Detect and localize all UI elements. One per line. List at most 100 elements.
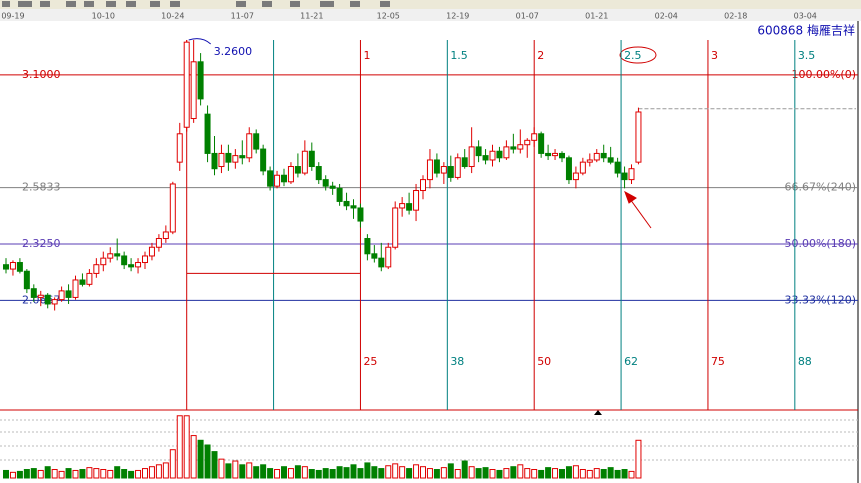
volume-bar xyxy=(232,460,239,479)
candle-body xyxy=(329,185,336,189)
tool-icon[interactable] xyxy=(126,1,136,7)
candle-body xyxy=(572,172,579,181)
volume-bar xyxy=(58,470,65,479)
candle-body xyxy=(197,61,204,100)
candle-body xyxy=(357,207,364,222)
volume-bar xyxy=(607,467,614,479)
candle-body xyxy=(3,264,9,270)
volume-bar xyxy=(343,467,350,479)
candle-body xyxy=(308,150,315,168)
volume-bar xyxy=(176,415,183,479)
volume-bar xyxy=(364,462,371,479)
candle-body xyxy=(399,203,406,209)
tool-icon[interactable] xyxy=(40,1,50,7)
tool-icon[interactable] xyxy=(150,1,160,7)
candle-body xyxy=(628,168,635,181)
volume-bar xyxy=(267,468,274,479)
candle-body xyxy=(559,152,565,159)
candle-body xyxy=(600,152,607,159)
tool-icon[interactable] xyxy=(2,1,10,7)
volume-bar xyxy=(621,469,628,479)
volume-bar xyxy=(399,466,406,479)
volume-bar xyxy=(142,468,148,479)
volume-bar xyxy=(79,469,86,479)
volume-bar xyxy=(16,470,23,479)
candle-body xyxy=(371,253,378,259)
volume-bar xyxy=(246,462,253,479)
volume-bar xyxy=(51,469,58,479)
candle-body xyxy=(128,264,135,268)
candle-body xyxy=(524,139,531,146)
tool-icon[interactable] xyxy=(170,1,180,7)
volume-bar xyxy=(294,465,301,479)
volume-bar xyxy=(440,467,447,479)
x-tick-label: 02-18 xyxy=(724,12,747,21)
volume-bar xyxy=(274,469,281,479)
candle-body xyxy=(517,144,524,150)
candle-body xyxy=(538,133,545,154)
x-tick-label: 09-19 xyxy=(1,12,24,21)
volume-bar xyxy=(552,468,559,479)
candle-body xyxy=(378,257,385,268)
cycle-bottom-label: 62 xyxy=(624,355,638,368)
cycle-bottom-label: 38 xyxy=(450,355,464,368)
volume-bar xyxy=(169,449,176,479)
tool-icon[interactable] xyxy=(84,1,94,7)
volume-bar xyxy=(281,466,287,479)
volume-bar xyxy=(447,463,454,479)
volume-bar xyxy=(482,467,489,479)
candle-body xyxy=(420,179,426,192)
volume-bar xyxy=(23,469,30,479)
candle-body xyxy=(489,150,496,161)
highlight-ellipse xyxy=(619,46,657,64)
x-tick-label: 12-19 xyxy=(446,12,469,21)
candle-body xyxy=(531,133,538,141)
volume-bar xyxy=(593,468,600,479)
candle-body xyxy=(16,262,23,272)
volume-bar xyxy=(315,469,322,479)
candle-body xyxy=(58,290,65,301)
tool-icon[interactable] xyxy=(380,1,390,7)
tool-icon[interactable] xyxy=(320,1,334,7)
volume-bar xyxy=(635,439,642,479)
candle-body xyxy=(65,290,72,298)
volume-bar xyxy=(406,468,413,479)
cycle-bottom-label: 88 xyxy=(798,355,812,368)
tool-icon[interactable] xyxy=(236,1,246,7)
tool-icon[interactable] xyxy=(262,1,272,7)
volume-bar xyxy=(579,469,586,479)
volume-bar xyxy=(572,465,579,479)
volume-bar xyxy=(600,469,607,479)
tool-icon[interactable] xyxy=(106,1,116,7)
candle-body xyxy=(475,146,482,157)
tool-icon[interactable] xyxy=(290,1,300,7)
toolbar-icons xyxy=(2,1,390,7)
volume-bar xyxy=(86,467,93,479)
volume-bar xyxy=(426,468,433,479)
candle-body xyxy=(260,148,267,172)
volume-bar xyxy=(322,468,329,479)
volume-bar xyxy=(468,466,475,479)
candle-body xyxy=(593,152,600,161)
cycle-top-label: 1 xyxy=(363,49,370,62)
candle-body xyxy=(621,172,628,181)
candle-body xyxy=(169,183,176,233)
x-tick-label: 11-07 xyxy=(231,12,254,21)
candle-body xyxy=(79,279,86,285)
candle-body xyxy=(114,253,121,257)
x-tick-label: 01-21 xyxy=(585,12,608,21)
candle-body xyxy=(552,152,559,157)
volume-bar xyxy=(628,470,635,479)
candle-body xyxy=(9,262,16,270)
candle-body xyxy=(100,257,107,266)
tool-icon[interactable] xyxy=(66,1,76,7)
candle-body xyxy=(107,253,114,259)
candle-body xyxy=(121,255,128,266)
x-tick-label: 10-10 xyxy=(92,12,115,21)
tool-icon[interactable] xyxy=(18,1,32,7)
candle-body xyxy=(482,155,489,161)
volume-bar xyxy=(503,468,510,479)
tool-icon[interactable] xyxy=(350,1,360,7)
candle-body xyxy=(413,190,420,211)
